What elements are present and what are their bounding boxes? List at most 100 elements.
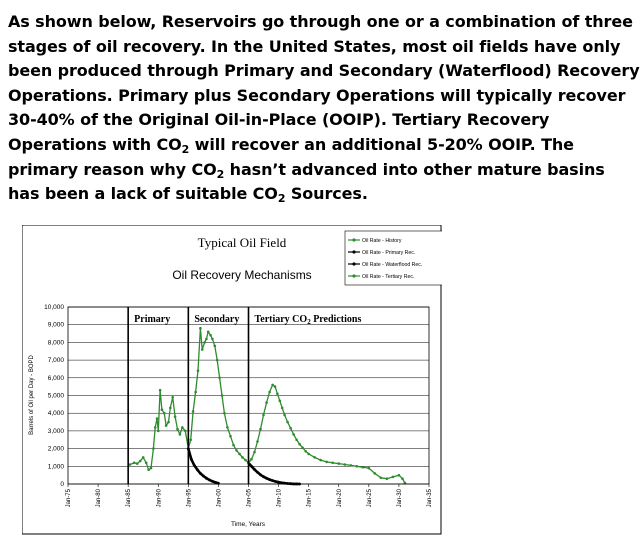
data-point [367, 466, 371, 470]
data-point [158, 388, 162, 392]
data-point [286, 482, 289, 485]
subscript-2: 2 [216, 167, 225, 181]
data-point [401, 477, 404, 480]
data-point [164, 424, 168, 427]
data-point [265, 401, 268, 404]
y-tick-label: 4,000 [48, 410, 65, 417]
data-point [189, 457, 193, 461]
data-point [268, 478, 271, 481]
data-point [259, 427, 262, 431]
data-point [278, 399, 282, 403]
data-point [250, 464, 253, 468]
data-point [331, 461, 335, 465]
x-tick-label: Jan-05 [247, 488, 253, 507]
data-point [211, 337, 214, 341]
data-point [141, 456, 145, 459]
legend-box [344, 230, 442, 286]
phase-label: Secondary [194, 314, 239, 325]
y-tick-label: 2,000 [48, 446, 65, 453]
data-point [343, 463, 347, 466]
x-tick-label: Jan-75 [66, 488, 72, 507]
paragraph-text-4: Sources. [285, 184, 368, 204]
data-point [220, 394, 224, 397]
data-point [253, 450, 256, 454]
data-point [259, 473, 262, 477]
data-point [167, 420, 170, 424]
data-point [128, 463, 132, 466]
x-axis-label: Time, Years [231, 521, 266, 528]
data-point [200, 348, 204, 351]
x-tick-label: Jan-15 [307, 488, 313, 507]
data-point [349, 464, 353, 467]
data-point [262, 413, 265, 417]
data-point [238, 452, 241, 456]
data-point [203, 341, 206, 344]
legend-marker [352, 238, 356, 242]
legend-label: Oil Rate - History [362, 238, 402, 244]
data-point [196, 369, 200, 372]
data-point [213, 344, 217, 348]
y-tick-label: 10,000 [44, 304, 64, 311]
y-tick-label: 0 [60, 481, 64, 488]
data-point [147, 468, 150, 472]
y-tick-label: 6,000 [48, 375, 65, 382]
data-point [160, 408, 164, 411]
data-point [152, 447, 155, 450]
data-point [319, 458, 323, 462]
data-point [397, 473, 401, 477]
data-point [202, 474, 205, 478]
data-point [153, 426, 157, 429]
data-point [373, 472, 377, 475]
data-point [144, 461, 148, 465]
plot-area-border [67, 306, 430, 485]
data-point [361, 465, 365, 469]
data-point [232, 443, 235, 447]
x-tick-label: Jan-30 [397, 488, 403, 507]
intro-paragraph: As shown below, Reservoirs go through on… [8, 10, 640, 207]
data-point [355, 465, 359, 468]
data-point [176, 427, 179, 431]
data-point [256, 470, 259, 474]
data-point [325, 460, 329, 464]
data-point [268, 390, 271, 394]
data-point [295, 438, 298, 442]
subscript-2: 2 [181, 142, 190, 156]
paragraph-text-3: hasn’t advanced into other mature basins… [8, 159, 605, 204]
phase-label: Primary [134, 314, 170, 325]
data-point [262, 475, 265, 479]
y-tick-label: 1,000 [48, 463, 65, 470]
data-point [283, 413, 286, 417]
data-point [155, 417, 159, 420]
data-point [171, 396, 174, 399]
x-tick-label: Jan-90 [156, 488, 162, 507]
data-point [273, 385, 277, 388]
subscript-2: 2 [277, 192, 286, 206]
x-tick-label: Jan-25 [367, 488, 373, 507]
data-point [205, 476, 208, 480]
data-point [241, 456, 244, 459]
data-point [276, 392, 279, 395]
data-point [274, 480, 277, 483]
y-axis-label: Barrels of Oil per Day - BOPD [29, 354, 35, 434]
oil-recovery-chart: Typical Oil Field Oil Recovery Mechanism… [22, 225, 442, 535]
chart-title: Typical Oil Field [198, 235, 287, 250]
data-point [250, 457, 253, 461]
data-point [307, 452, 311, 456]
data-point [244, 458, 247, 462]
legend-marker [352, 274, 356, 278]
data-point [191, 410, 195, 413]
data-point [280, 481, 283, 485]
x-tick-label: Jan-35 [427, 488, 433, 507]
data-point [208, 478, 211, 482]
data-point [189, 438, 192, 442]
legend-label: Oil Rate - Waterflood Rec. [362, 262, 422, 268]
data-point [298, 442, 301, 446]
legend-label: Oil Rate - Tertiary Rec. [362, 274, 414, 280]
data-point [196, 468, 199, 472]
y-tick-label: 5,000 [48, 393, 65, 400]
legend-label: Oil Rate - Primary Rec. [362, 250, 415, 256]
data-point [138, 459, 142, 463]
data-point [184, 429, 187, 433]
data-point [286, 420, 289, 424]
y-tick-label: 7,000 [48, 357, 65, 364]
